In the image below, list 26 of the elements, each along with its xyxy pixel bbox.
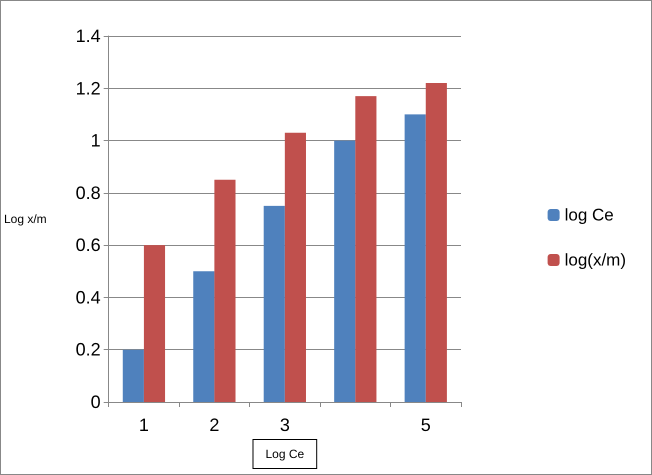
bar (264, 206, 285, 402)
x-axis-title: Log Ce (265, 447, 305, 461)
y-axis-title: Log x/m (4, 212, 47, 226)
y-tick-label: 0.2 (76, 340, 101, 360)
bar (284, 132, 306, 402)
y-tick-label: 1 (90, 130, 101, 151)
x-tick-label: 5 (420, 415, 431, 435)
x-tick-label: 1 (138, 415, 149, 435)
bar (193, 271, 214, 402)
bar (122, 350, 144, 402)
y-tick-label: 0.6 (76, 235, 101, 256)
legend-label: log(x/m) (564, 250, 626, 270)
x-tick-label: 3 (280, 415, 290, 435)
bar (355, 96, 376, 402)
bar (334, 140, 356, 402)
bar (426, 83, 447, 402)
bar (144, 245, 166, 402)
y-tick-label: 1.4 (76, 26, 101, 46)
y-tick-label: 0.8 (76, 182, 101, 203)
y-tick-label: 0 (90, 392, 101, 412)
bar (404, 114, 426, 402)
bar (214, 180, 236, 402)
y-tick-label: 0.4 (76, 287, 101, 308)
x-tick-label: 2 (209, 415, 220, 435)
legend-label: log Ce (564, 206, 614, 224)
y-tick-label: 1.2 (76, 78, 101, 98)
